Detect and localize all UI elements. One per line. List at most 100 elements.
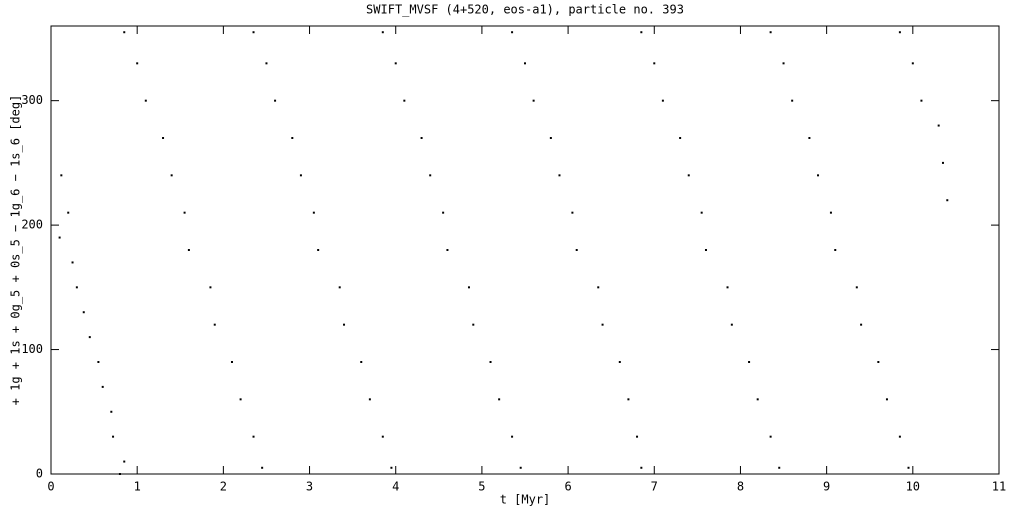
point — [112, 435, 115, 438]
point — [317, 249, 320, 251]
point — [420, 137, 423, 139]
point — [730, 323, 733, 326]
point — [75, 286, 78, 289]
point — [687, 174, 690, 177]
point — [403, 99, 406, 102]
point — [209, 286, 212, 289]
point — [946, 199, 949, 202]
point — [778, 466, 781, 469]
point — [446, 249, 449, 251]
point — [274, 99, 277, 102]
x-tick-label: 6 — [564, 480, 571, 494]
point — [101, 385, 104, 388]
point — [597, 286, 600, 289]
x-tick-label: 10 — [906, 480, 920, 494]
point — [213, 323, 216, 326]
y-tick-label: 100 — [21, 342, 43, 356]
point — [769, 435, 772, 438]
point — [653, 62, 656, 65]
point — [252, 31, 255, 34]
point — [704, 249, 707, 251]
point — [640, 466, 643, 469]
point — [817, 174, 820, 177]
point — [394, 62, 397, 65]
point — [230, 361, 233, 363]
x-axis-label: t [Myr] — [500, 493, 551, 507]
point — [860, 323, 863, 326]
point — [60, 174, 63, 177]
point — [71, 261, 74, 264]
point — [920, 99, 923, 102]
point — [791, 99, 794, 102]
point — [261, 466, 264, 469]
point — [618, 361, 621, 363]
point — [381, 435, 384, 438]
point — [291, 137, 294, 139]
point — [700, 211, 703, 214]
point — [748, 361, 751, 363]
point — [472, 323, 475, 326]
point — [532, 99, 535, 102]
point — [885, 398, 888, 401]
point — [252, 435, 255, 438]
point — [183, 211, 186, 214]
point — [911, 62, 914, 65]
x-tick-label: 9 — [823, 480, 830, 494]
chart-title: SWIFT_MVSF (4+520, eos-a1), particle no.… — [366, 3, 684, 17]
point — [898, 31, 901, 34]
point — [575, 249, 578, 251]
plot-frame — [50, 25, 1000, 475]
point — [636, 435, 639, 438]
point — [855, 286, 858, 289]
x-tick-label: 2 — [220, 480, 227, 494]
point — [429, 174, 432, 177]
point — [338, 286, 341, 289]
point — [726, 286, 729, 289]
point — [136, 62, 139, 65]
point — [769, 31, 772, 34]
point — [519, 466, 522, 469]
point — [941, 161, 944, 164]
point — [343, 323, 346, 326]
x-tick-label: 1 — [134, 480, 141, 494]
point — [239, 398, 242, 401]
x-tick-label: 4 — [392, 480, 399, 494]
point — [511, 435, 514, 438]
point — [907, 466, 910, 469]
point — [627, 398, 630, 401]
point — [58, 236, 61, 239]
point — [571, 211, 574, 214]
point — [498, 398, 501, 401]
point — [898, 435, 901, 438]
point — [442, 211, 445, 214]
point — [170, 174, 173, 177]
x-tick-label: 7 — [651, 480, 658, 494]
point — [524, 62, 526, 65]
point — [312, 211, 315, 214]
x-tick-label: 11 — [992, 480, 1006, 494]
point — [88, 336, 91, 339]
point — [82, 311, 85, 314]
point — [368, 398, 371, 401]
y-tick-label: 0 — [36, 467, 43, 481]
y-axis-label: + 1g + 1s + 0g_5 + 0s_5 − 1g_6 − 1s_6 [d… — [9, 95, 23, 406]
point — [118, 473, 121, 475]
point — [558, 174, 561, 177]
point — [360, 361, 363, 363]
point — [877, 361, 880, 363]
point — [829, 211, 832, 214]
point — [381, 31, 384, 34]
point — [601, 323, 604, 326]
point — [808, 137, 811, 139]
y-tick-label: 300 — [21, 93, 43, 107]
point — [110, 410, 113, 413]
point — [265, 62, 268, 65]
point — [511, 31, 514, 34]
point — [640, 31, 643, 34]
point — [937, 124, 940, 127]
x-tick-label: 0 — [47, 480, 54, 494]
point — [661, 99, 664, 102]
point — [123, 31, 126, 34]
point — [123, 460, 126, 463]
